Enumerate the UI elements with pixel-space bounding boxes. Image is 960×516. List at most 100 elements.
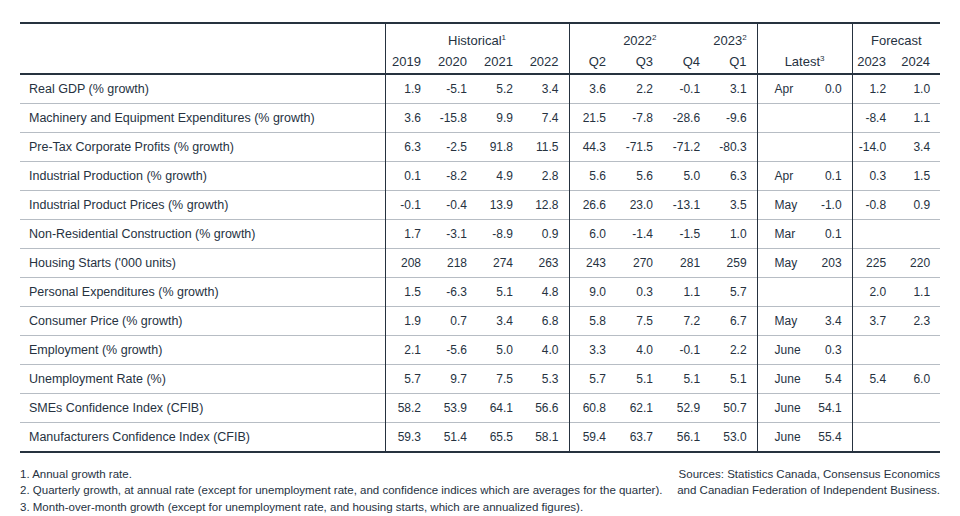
latest-month-cell: Apr bbox=[757, 162, 808, 191]
latest-month-cell: June bbox=[757, 423, 808, 453]
table-cell: 225 bbox=[852, 249, 896, 278]
table-cell: 12.8 bbox=[523, 191, 569, 220]
latest-value-cell: 5.4 bbox=[808, 365, 852, 394]
latest-month-cell: May bbox=[757, 191, 808, 220]
row-label: Manufacturers Confidence Index (CFIB) bbox=[20, 423, 385, 453]
latest-month-cell: Apr bbox=[757, 74, 808, 104]
table-cell: 5.7 bbox=[569, 365, 616, 394]
table-cell: 53.9 bbox=[431, 394, 477, 423]
table-cell: -8.9 bbox=[477, 220, 523, 249]
table-cell: -0.1 bbox=[663, 336, 710, 365]
table-cell: 2.1 bbox=[385, 336, 431, 365]
table-cell: 5.1 bbox=[710, 365, 757, 394]
row-label: SMEs Confidence Index (CFIB) bbox=[20, 394, 385, 423]
col-header-2019: 2019 bbox=[385, 49, 431, 74]
row-label: Industrial Product Prices (% growth) bbox=[20, 191, 385, 220]
table-cell: 220 bbox=[896, 249, 940, 278]
table-cell: 243 bbox=[569, 249, 616, 278]
table-cell: -8.4 bbox=[852, 104, 896, 133]
economic-indicators-table: Historical1 20222 20232 Forecast 2019 20… bbox=[20, 22, 940, 453]
table-cell: 52.9 bbox=[663, 394, 710, 423]
table-cell: -15.8 bbox=[431, 104, 477, 133]
col-header-q2: Q2 bbox=[569, 49, 616, 74]
table-cell: -5.1 bbox=[431, 74, 477, 104]
table-cell: 21.5 bbox=[569, 104, 616, 133]
table-cell: 1.1 bbox=[663, 278, 710, 307]
latest-month-cell bbox=[757, 278, 808, 307]
table-row: Unemployment Rate (%)5.79.77.55.35.75.15… bbox=[20, 365, 940, 394]
latest-value-cell: 3.4 bbox=[808, 307, 852, 336]
table-cell: 65.5 bbox=[477, 423, 523, 453]
col-header-2021: 2021 bbox=[477, 49, 523, 74]
historical-label: Historical bbox=[448, 33, 501, 48]
table-cell: 0.9 bbox=[523, 220, 569, 249]
table-cell: 5.6 bbox=[569, 162, 616, 191]
table-cell: 2.2 bbox=[616, 74, 663, 104]
table-cell: 7.5 bbox=[616, 307, 663, 336]
table-cell bbox=[896, 220, 940, 249]
table-cell: 1.0 bbox=[710, 220, 757, 249]
col-header-q4: Q4 bbox=[663, 49, 710, 74]
table-cell: 6.8 bbox=[523, 307, 569, 336]
table-cell: 26.6 bbox=[569, 191, 616, 220]
table-cell: 1.1 bbox=[896, 104, 940, 133]
table-row: Consumer Price (% growth)1.90.73.46.85.8… bbox=[20, 307, 940, 336]
table-cell: 7.4 bbox=[523, 104, 569, 133]
table-cell: 6.0 bbox=[569, 220, 616, 249]
table-cell: 11.5 bbox=[523, 133, 569, 162]
table-cell: 58.2 bbox=[385, 394, 431, 423]
table-cell: -28.6 bbox=[663, 104, 710, 133]
table-row: Employment (% growth)2.1-5.65.04.03.34.0… bbox=[20, 336, 940, 365]
latest-label: Latest bbox=[785, 54, 820, 69]
table-cell bbox=[896, 423, 940, 453]
table-cell: 7.5 bbox=[477, 365, 523, 394]
table-cell: 5.7 bbox=[385, 365, 431, 394]
table-cell: 4.8 bbox=[523, 278, 569, 307]
table-cell: -13.1 bbox=[663, 191, 710, 220]
table-body: Real GDP (% growth)1.9-5.15.23.43.62.2-0… bbox=[20, 74, 940, 452]
table-cell: 2.8 bbox=[523, 162, 569, 191]
table-footer: 1. Annual growth rate. 2. Quarterly grow… bbox=[20, 466, 940, 515]
table-cell: 5.4 bbox=[852, 365, 896, 394]
table-cell bbox=[852, 423, 896, 453]
latest-value-cell bbox=[808, 133, 852, 162]
group-2023-footnote-marker: 2 bbox=[742, 33, 746, 42]
table-row: Manufacturers Confidence Index (CFIB)59.… bbox=[20, 423, 940, 453]
table-cell: 58.1 bbox=[523, 423, 569, 453]
table-cell: 1.9 bbox=[385, 74, 431, 104]
header-group-row: Historical1 20222 20232 Forecast bbox=[20, 23, 940, 49]
group-2022-label: 2022 bbox=[623, 33, 652, 48]
table-cell: 60.8 bbox=[569, 394, 616, 423]
table-cell: 50.7 bbox=[710, 394, 757, 423]
table-cell: 2.0 bbox=[852, 278, 896, 307]
table-cell: -0.1 bbox=[385, 191, 431, 220]
row-label: Real GDP (% growth) bbox=[20, 74, 385, 104]
latest-value-cell bbox=[808, 104, 852, 133]
table-cell: 3.3 bbox=[569, 336, 616, 365]
table-cell: -5.6 bbox=[431, 336, 477, 365]
table-cell: 53.0 bbox=[710, 423, 757, 453]
latest-footnote-marker: 3 bbox=[820, 53, 824, 62]
table-cell: 2.2 bbox=[710, 336, 757, 365]
table-cell: 59.3 bbox=[385, 423, 431, 453]
table-cell: 0.1 bbox=[385, 162, 431, 191]
table-row: SMEs Confidence Index (CFIB)58.253.964.1… bbox=[20, 394, 940, 423]
table-cell: 5.8 bbox=[569, 307, 616, 336]
table-cell: 3.6 bbox=[385, 104, 431, 133]
latest-value-cell: 203 bbox=[808, 249, 852, 278]
table-cell: 5.1 bbox=[663, 365, 710, 394]
col-header-forecast-2024: 2024 bbox=[896, 49, 940, 74]
latest-month-cell bbox=[757, 104, 808, 133]
table-cell: 9.9 bbox=[477, 104, 523, 133]
table-cell: 259 bbox=[710, 249, 757, 278]
table-cell: 3.5 bbox=[710, 191, 757, 220]
group-2022-footnote-marker: 2 bbox=[652, 33, 656, 42]
footnote-3: 3. Month-over-month growth (except for u… bbox=[20, 499, 662, 515]
latest-value-cell: 0.0 bbox=[808, 74, 852, 104]
table-cell: 3.4 bbox=[523, 74, 569, 104]
table-cell: 4.0 bbox=[616, 336, 663, 365]
row-label: Unemployment Rate (%) bbox=[20, 365, 385, 394]
latest-month-cell: May bbox=[757, 249, 808, 278]
table-cell: 274 bbox=[477, 249, 523, 278]
table-cell: 1.1 bbox=[896, 278, 940, 307]
